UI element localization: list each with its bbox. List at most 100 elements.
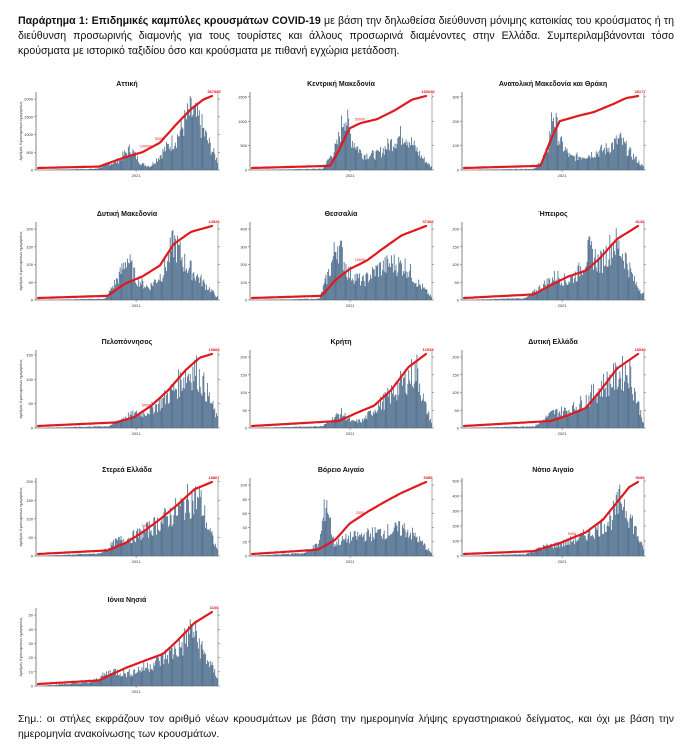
daily-bar [124, 673, 126, 686]
daily-bar [341, 416, 343, 428]
daily-bar [142, 537, 144, 556]
daily-bar [316, 298, 318, 300]
daily-bar [196, 355, 197, 428]
daily-bar [330, 155, 331, 170]
daily-bar [174, 508, 176, 556]
daily-bar [523, 426, 525, 428]
daily-bar [312, 298, 314, 300]
daily-bar [613, 138, 615, 170]
daily-bar [375, 151, 377, 170]
daily-bar [562, 141, 563, 170]
daily-bar [297, 426, 299, 428]
daily-bar [97, 168, 99, 170]
daily-bar [212, 290, 214, 300]
daily-bar [406, 532, 408, 556]
daily-bar [357, 146, 359, 170]
cumulative-curve [250, 352, 428, 428]
daily-bar [488, 555, 490, 556]
daily-bar [581, 273, 583, 300]
chart-title: Κρήτη [330, 339, 351, 346]
daily-bar [383, 154, 385, 170]
daily-bar [395, 523, 397, 556]
daily-bar [54, 555, 56, 556]
daily-bar [349, 277, 351, 300]
daily-bar [196, 276, 197, 300]
daily-bar [531, 293, 532, 300]
daily-bar [498, 298, 500, 300]
daily-bar [580, 157, 582, 170]
daily-bar [310, 550, 312, 556]
daily-bar [187, 646, 188, 686]
daily-bar [530, 168, 532, 170]
daily-bar [88, 298, 90, 300]
daily-bar [361, 418, 363, 428]
daily-bar [113, 288, 115, 300]
daily-bar [542, 158, 543, 170]
daily-bar [543, 280, 545, 300]
daily-bar [314, 299, 316, 300]
daily-bar [417, 286, 419, 300]
y-tick-label: 50 [29, 280, 34, 285]
daily-bar [114, 161, 116, 170]
daily-bar [131, 542, 133, 556]
daily-bar [404, 369, 406, 428]
daily-bar [497, 169, 499, 170]
daily-bar [634, 525, 636, 556]
daily-bar [295, 169, 297, 170]
daily-bar [561, 543, 563, 556]
daily-bar [129, 537, 131, 556]
daily-bar [628, 149, 630, 170]
daily-bar [341, 408, 342, 428]
daily-bar [92, 680, 94, 686]
daily-bar [361, 533, 362, 556]
daily-bar [308, 550, 310, 556]
daily-bar [300, 426, 302, 428]
cumulative-curve [250, 94, 428, 170]
daily-bar [102, 426, 104, 428]
daily-bar [637, 162, 639, 170]
daily-bar [206, 284, 207, 300]
daily-bar [567, 544, 569, 556]
daily-bar [482, 427, 483, 428]
daily-bar [302, 299, 304, 300]
daily-bar [584, 536, 586, 556]
daily-bar [615, 135, 617, 170]
daily-bar [204, 136, 206, 170]
daily-bar [174, 390, 176, 428]
daily-bar [261, 555, 263, 556]
daily-bar [80, 682, 82, 686]
daily-bar [636, 402, 638, 428]
daily-bar [503, 554, 505, 556]
daily-bar [305, 299, 307, 300]
daily-bar [102, 551, 104, 556]
daily-bar [76, 554, 78, 556]
daily-bar [324, 166, 326, 170]
daily-bar [197, 391, 199, 428]
daily-bar [375, 265, 377, 300]
daily-bar [62, 299, 64, 300]
daily-bar [577, 540, 579, 556]
daily-bar [555, 279, 557, 300]
daily-bar [370, 410, 371, 428]
daily-bar [328, 514, 330, 556]
daily-bar [182, 498, 184, 556]
daily-bar [403, 377, 405, 428]
daily-bar [61, 683, 63, 686]
daily-bar [87, 169, 89, 170]
daily-bar [213, 544, 215, 556]
daily-bar [81, 168, 83, 170]
daily-bar [199, 277, 201, 300]
daily-bar [179, 241, 181, 300]
daily-bar [331, 537, 333, 556]
daily-bar [536, 425, 538, 428]
daily-bar [493, 298, 495, 300]
chart-title: Ιόνια Νησιά [108, 597, 147, 604]
daily-bar [186, 498, 187, 556]
daily-bar [508, 426, 510, 428]
daily-bar [119, 673, 121, 686]
daily-bar [132, 675, 134, 686]
daily-bar [113, 162, 115, 170]
daily-bar [366, 419, 368, 428]
daily-bar [66, 554, 68, 556]
daily-bar [145, 165, 147, 170]
